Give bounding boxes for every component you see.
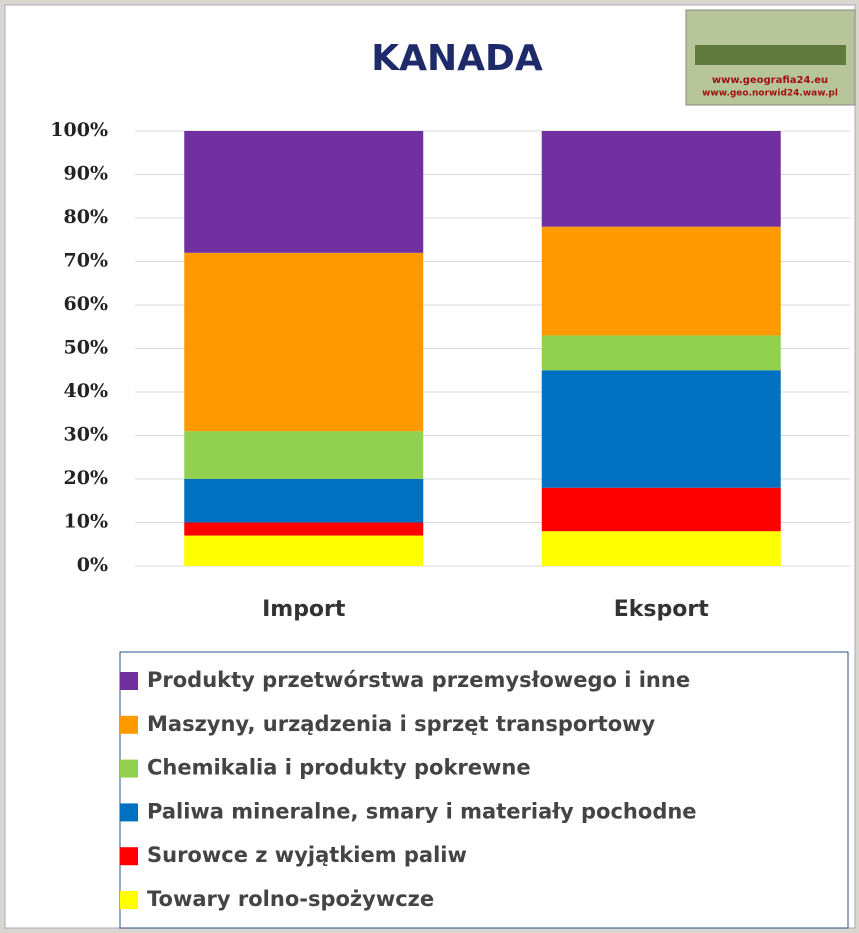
- legend-label: Chemikalia i produkty pokrewne: [147, 756, 531, 780]
- bar-segment: [184, 431, 424, 479]
- legend-swatch: [120, 891, 138, 909]
- bar-segment: [184, 131, 424, 253]
- bar-segment: [541, 370, 781, 488]
- bar-segment: [184, 535, 424, 566]
- legend-label: Produkty przetwórstwa przemysłowego i in…: [147, 668, 690, 692]
- bar-segment: [541, 131, 781, 227]
- bar-segment: [541, 335, 781, 371]
- bar-segment: [541, 226, 781, 336]
- y-tick-label: 0%: [77, 554, 108, 576]
- legend-label: Surowce z wyjątkiem paliw: [147, 843, 467, 867]
- bar-segment: [184, 479, 424, 523]
- y-tick-label: 60%: [64, 293, 109, 315]
- y-tick-label: 50%: [64, 337, 109, 359]
- legend-swatch: [120, 759, 138, 778]
- legend-label: Paliwa mineralne, smary i materiały poch…: [147, 799, 697, 823]
- logo-photo: [695, 45, 846, 65]
- legend-label: Towary rolno-spożywcze: [147, 887, 434, 911]
- y-tick-label: 100%: [50, 119, 108, 141]
- y-tick-label: 70%: [64, 250, 109, 272]
- bar-segment: [184, 252, 424, 432]
- chart-title: KANADA: [371, 38, 543, 79]
- legend-label: Maszyny, urządzenia i sprzęt transportow…: [147, 712, 656, 736]
- y-tick-label: 80%: [64, 206, 109, 228]
- x-tick-label: Import: [262, 597, 346, 622]
- legend-box: [119, 651, 849, 929]
- legend-swatch: [120, 672, 138, 690]
- legend-swatch: [120, 803, 138, 822]
- logo-text: www.geografia24.eu: [712, 75, 828, 86]
- bar-segment: [541, 531, 781, 566]
- y-tick-label: 30%: [64, 424, 109, 446]
- bar-segment: [541, 487, 781, 532]
- y-tick-label: 20%: [64, 467, 109, 489]
- legend-swatch: [120, 715, 138, 734]
- y-tick-label: 10%: [64, 511, 109, 533]
- legend-swatch: [120, 847, 138, 866]
- logo: www.geografia24.eu www.geo.norwid24.waw.…: [685, 9, 856, 106]
- y-tick-label: 90%: [64, 163, 109, 185]
- logo-text: www.geo.norwid24.waw.pl: [702, 89, 838, 99]
- x-tick-label: Eksport: [614, 597, 709, 622]
- y-tick-label: 40%: [64, 380, 109, 402]
- bar-segment: [184, 522, 424, 536]
